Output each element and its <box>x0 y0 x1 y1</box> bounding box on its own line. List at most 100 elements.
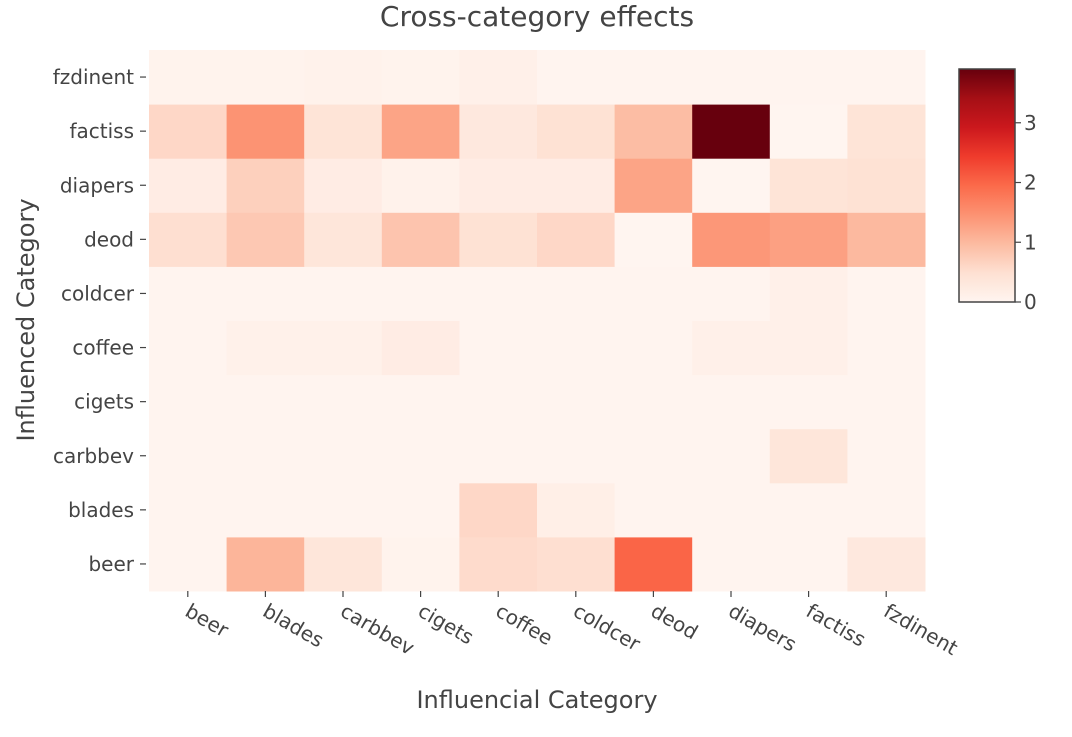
heatmap-cell <box>226 104 305 159</box>
x-tick-label: factiss <box>802 599 870 652</box>
heatmap-cell <box>149 50 228 105</box>
x-tick-label: deod <box>647 599 702 645</box>
heatmap-cell <box>459 104 538 159</box>
heatmap-cell <box>769 50 848 105</box>
heatmap-cell <box>692 50 771 105</box>
heatmap-cell <box>381 320 460 376</box>
heatmap-cell <box>769 374 848 430</box>
colorbar <box>958 68 1016 303</box>
heatmap-cell <box>847 50 926 105</box>
heatmap-cell <box>847 320 926 376</box>
y-tick-label: blades <box>68 498 134 522</box>
heatmap-cell <box>226 212 305 267</box>
heatmap-cell <box>459 482 538 538</box>
y-tick-label: diapers <box>60 173 134 197</box>
heatmap-cell <box>149 428 228 484</box>
heatmap-cell <box>226 158 305 213</box>
heatmap-cell <box>537 482 616 538</box>
y-tick-label: coffee <box>72 336 134 360</box>
heatmap-cell <box>304 428 383 484</box>
x-tick-label: fzdinent <box>880 599 963 661</box>
heatmap-cell <box>537 50 616 105</box>
colorbar-tick-label: 1 <box>1024 230 1037 254</box>
heatmap-cell <box>149 212 228 267</box>
y-tick-label: coldcer <box>61 281 135 305</box>
heatmap-cell <box>149 158 228 213</box>
heatmap-cell <box>149 482 228 538</box>
heatmap-cell <box>692 266 771 321</box>
heatmap-cell <box>769 104 848 159</box>
heatmap-cell <box>459 212 538 267</box>
heatmap-cell <box>459 50 538 105</box>
heatmap-cell <box>847 266 926 321</box>
heatmap-cell <box>459 320 538 376</box>
heatmap-cell <box>614 482 693 538</box>
heatmap-cell <box>226 50 305 105</box>
heatmap-cell <box>614 536 693 592</box>
colorbar-ticks: 0 1 2 3 <box>1015 111 1037 314</box>
heatmap-cell <box>769 212 848 267</box>
heatmap-cell <box>459 536 538 592</box>
y-tick-label: fzdinent <box>53 65 134 89</box>
heatmap-cell <box>614 428 693 484</box>
heatmap-cell <box>692 104 771 159</box>
x-tick-label: diapers <box>725 599 801 657</box>
heatmap-cell <box>304 212 383 267</box>
heatmap-cell <box>304 374 383 430</box>
heatmap-cell <box>304 158 383 213</box>
heatmap-cell <box>692 428 771 484</box>
heatmap-cell <box>537 158 616 213</box>
heatmap-cell <box>304 104 383 159</box>
heatmap-cells <box>149 50 926 592</box>
x-tick-label: beer <box>181 599 233 643</box>
chart-title: Cross-category effects <box>380 0 694 33</box>
heatmap-cell <box>226 482 305 538</box>
heatmap-cell <box>847 158 926 213</box>
y-tick-layer: beer blades carbbev cigets coffee coldcer deod… <box>53 65 146 576</box>
heatmap-cell <box>381 50 460 105</box>
heatmap-cell <box>149 374 228 430</box>
heatmap-cell <box>847 482 926 538</box>
heatmap-cell <box>692 482 771 538</box>
heatmap-cell <box>149 320 228 376</box>
heatmap-cell <box>769 320 848 376</box>
heatmap-cell <box>381 428 460 484</box>
heatmap-cell <box>692 374 771 430</box>
heatmap-cell <box>847 104 926 159</box>
heatmap-cell <box>459 158 538 213</box>
heatmap-cell <box>381 536 460 592</box>
heatmap-cell <box>304 482 383 538</box>
heatmap-cell <box>226 374 305 430</box>
heatmap-cell <box>692 536 771 592</box>
heatmap-cell <box>847 428 926 484</box>
x-tick-label: cigets <box>414 599 478 650</box>
heatmap-cell <box>226 320 305 376</box>
heatmap-cell <box>304 266 383 321</box>
heatmap-cell <box>614 158 693 213</box>
heatmap-cell <box>537 320 616 376</box>
y-tick-label: cigets <box>74 390 134 414</box>
heatmap-cell <box>381 266 460 321</box>
heatmap-cell <box>381 158 460 213</box>
heatmap-cell <box>226 266 305 321</box>
heatmap-cell <box>381 482 460 538</box>
x-tick-label: blades <box>259 599 328 653</box>
heatmap-cell <box>537 266 616 321</box>
heatmap-cell <box>381 104 460 159</box>
heatmap-cell <box>381 374 460 430</box>
y-tick-label: carbbev <box>53 444 134 468</box>
heatmap-cell <box>692 212 771 267</box>
colorbar-tick-label: 0 <box>1024 290 1037 314</box>
heatmap-cell <box>459 266 538 321</box>
heatmap-cell <box>769 158 848 213</box>
x-tick-label: coldcer <box>569 599 645 657</box>
heatmap-cell <box>614 374 693 430</box>
heatmap-cell <box>614 212 693 267</box>
heatmap-cell <box>459 374 538 430</box>
colorbar-tick-label: 3 <box>1024 111 1037 135</box>
x-axis-title: Influencial Category <box>416 686 657 714</box>
heatmap-cell <box>381 212 460 267</box>
heatmap-cell <box>537 374 616 430</box>
heatmap-cell <box>614 104 693 159</box>
